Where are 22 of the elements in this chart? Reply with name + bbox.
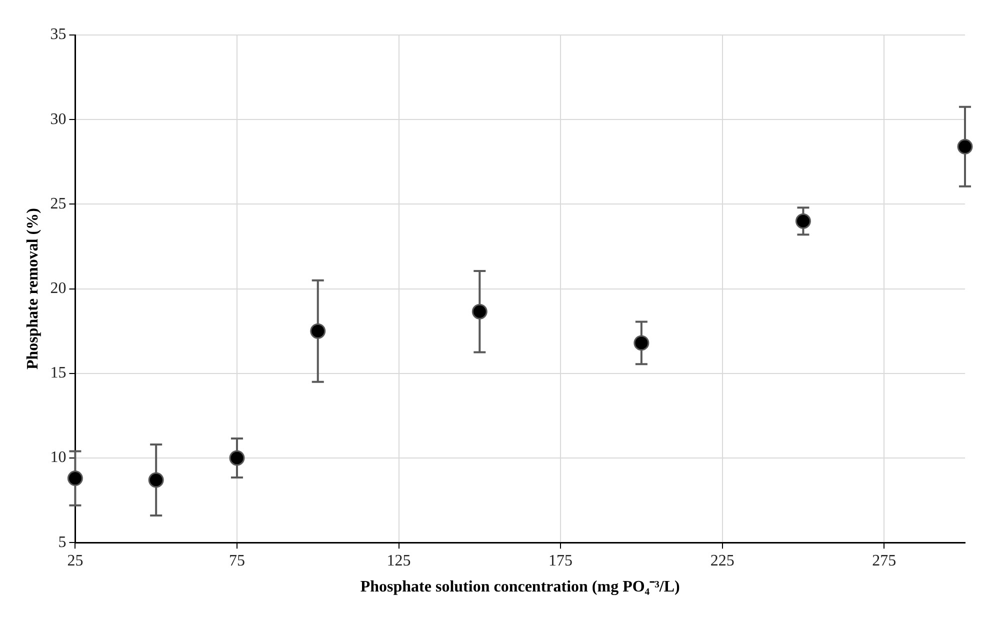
point (310, 323, 326, 339)
x-tick-label: 225 (710, 552, 734, 570)
point (957, 138, 973, 154)
x-tick-label: 25 (67, 552, 84, 570)
y-axis-title: Phosphate removal (%) (24, 208, 42, 370)
x-tick-label: 75 (228, 552, 245, 570)
x-tick-label: 175 (548, 552, 573, 570)
point (148, 472, 164, 488)
point (634, 335, 650, 351)
y-tick-label: 25 (50, 195, 66, 212)
y-tick-label: 10 (50, 449, 66, 466)
y-tick-label: 35 (50, 26, 66, 44)
y-tick-label: 15 (50, 364, 66, 382)
y-tick-label: 20 (50, 280, 66, 298)
y-tick-label: 5 (58, 534, 66, 551)
x-axis-title: Phosphate solution concentration (mg PO₄⁻³/L) (360, 578, 680, 596)
point (472, 304, 488, 320)
point (795, 213, 811, 229)
y-tick-label: 30 (50, 110, 66, 128)
point (229, 450, 245, 466)
x-tick-label: 125 (386, 552, 411, 570)
x-tick-label: 275 (872, 552, 896, 570)
